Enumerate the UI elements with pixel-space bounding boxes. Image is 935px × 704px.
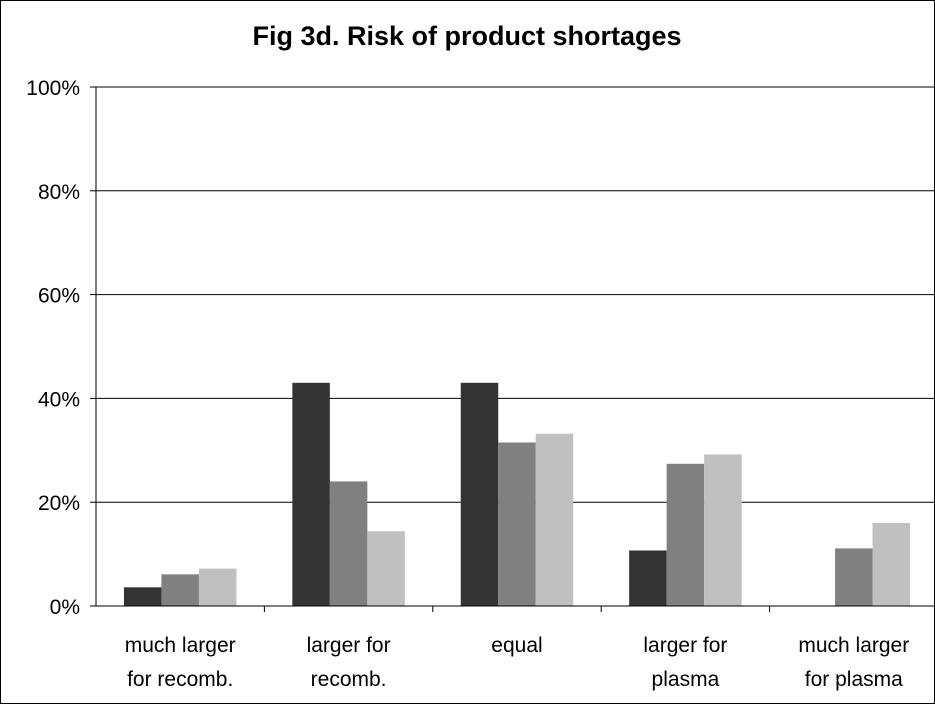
chart-title: Fig 3d. Risk of product shortages <box>252 21 681 51</box>
x-tick-label: equal <box>491 634 542 657</box>
x-tick-label: larger for <box>643 634 727 657</box>
x-tick-label: larger for <box>307 634 391 657</box>
bar <box>872 522 911 606</box>
y-axis-ticks: 0% 20% 40% 60% 80% 100% <box>26 77 96 619</box>
x-tick-label: much larger <box>125 634 236 657</box>
bar <box>629 550 667 606</box>
bar <box>198 568 237 606</box>
y-tick-label: 80% <box>38 181 80 204</box>
y-tick-label: 100% <box>26 77 80 100</box>
axes <box>95 87 934 612</box>
x-tick-label: plasma <box>652 668 720 691</box>
bar <box>123 587 162 606</box>
bar <box>161 574 199 606</box>
bar <box>835 548 873 606</box>
x-axis-labels: much larger for recomb. larger for recomb. e… <box>125 634 909 691</box>
bar <box>460 382 499 606</box>
bar <box>292 382 330 606</box>
bar <box>329 481 368 606</box>
bar <box>704 454 742 606</box>
bar <box>666 463 705 606</box>
x-tick-label: for plasma <box>805 668 903 691</box>
x-tick-label: recomb. <box>311 668 387 691</box>
x-tick-label: much larger <box>798 634 909 657</box>
y-tick-label: 40% <box>38 388 80 411</box>
bars <box>123 382 911 606</box>
y-tick-label: 0% <box>50 596 80 619</box>
bar <box>367 531 405 606</box>
bar <box>535 433 574 606</box>
bar <box>498 442 536 606</box>
x-tick-label: for recomb. <box>127 668 233 691</box>
y-tick-label: 20% <box>38 492 80 515</box>
y-tick-label: 60% <box>38 285 80 308</box>
gridlines <box>96 86 934 503</box>
